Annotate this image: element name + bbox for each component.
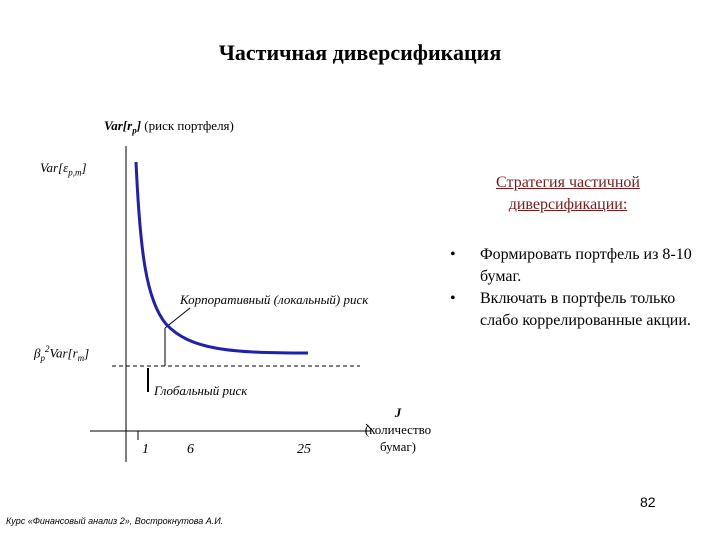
strategy-item: • Включать в портфель только слабо коррел… — [450, 290, 691, 329]
strategy-item: • Формировать портфель из 8-10 бумаг. — [450, 246, 692, 285]
x-tick-label-25: 25 — [297, 442, 311, 457]
page-number: 82 — [640, 494, 656, 510]
market-variance-label: βp2Var[rm] — [34, 344, 90, 363]
j-arrow — [365, 423, 373, 431]
y-axis-label: Var[rp] (риск портфеля) — [104, 118, 234, 136]
x-tick-label-6: 6 — [187, 442, 194, 457]
strategy-list: • Формировать портфель из 8-10 бумаг. • Вк… — [448, 244, 710, 332]
page-title: Частичная диверсификация — [218, 40, 502, 65]
risk-curve — [134, 161, 309, 355]
strategy-heading: Стратегия частичной диверсификации: — [496, 174, 640, 213]
bullet-icon: • — [450, 246, 456, 263]
footer-credit: Курс «Финансовый анализ 2», Вострокнутов… — [6, 516, 224, 526]
global-risk-label: Глобальный риск — [154, 383, 248, 398]
bullet-icon: • — [450, 290, 456, 307]
corporate-risk-label: Корпоративный (локальный) риск — [180, 292, 369, 307]
firm-specific-variance-label: Var[εp,m] — [40, 160, 87, 178]
x-axis-label: J (количество бумаг) — [364, 405, 432, 454]
x-tick-label-1: 1 — [142, 442, 149, 457]
corporate-risk-pointer — [164, 307, 191, 329]
